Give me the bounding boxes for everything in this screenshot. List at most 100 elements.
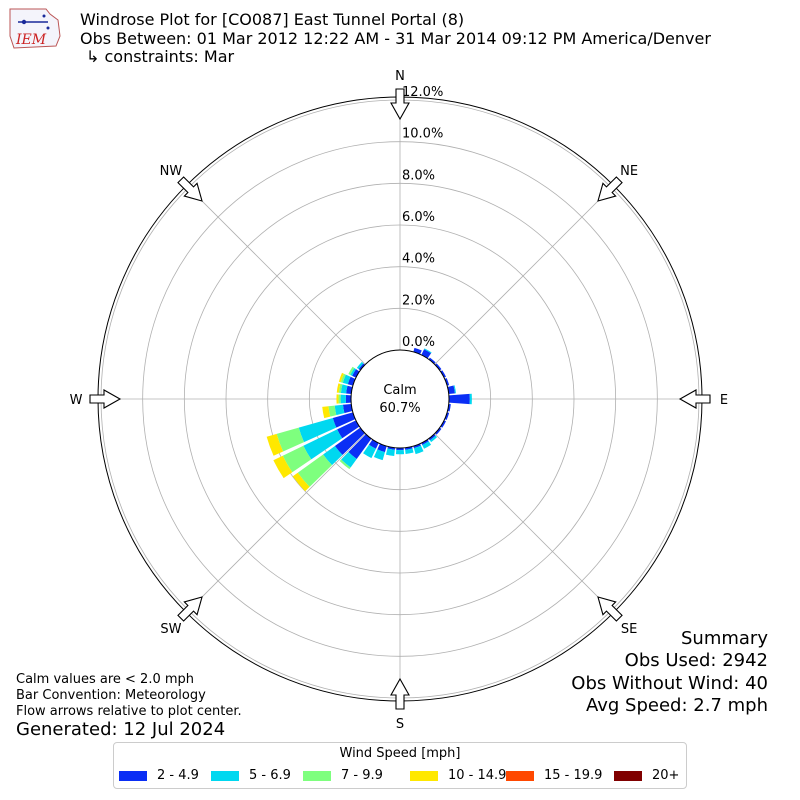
windrose-bar-segment xyxy=(421,439,429,445)
windrose-bar-segment xyxy=(373,449,385,461)
calm-percent: 60.7% xyxy=(379,401,420,416)
windrose-bar-segment xyxy=(413,347,422,355)
windrose-bar-segment xyxy=(338,394,341,404)
legend-swatch xyxy=(614,770,642,781)
radial-tick-label: 10.0% xyxy=(402,127,443,142)
windrose-bar-segment xyxy=(385,448,395,457)
calm-circle xyxy=(350,349,450,449)
calm-note: Calm values are < 2.0 mph xyxy=(16,672,195,687)
direction-label-nw: NW xyxy=(160,164,183,179)
legend-item: 15 - 19.9 xyxy=(506,768,602,783)
direction-label-ne: NE xyxy=(620,164,638,179)
windrose-bar-segment xyxy=(428,357,436,364)
windrose-bar-segment xyxy=(395,449,405,455)
windrose-bar-segment xyxy=(413,443,421,449)
windrose-bar-segment xyxy=(348,434,372,460)
windrose-bar-segment xyxy=(332,412,356,428)
windrose-bar-segment xyxy=(334,404,345,416)
windrose-bar-segment xyxy=(429,435,438,443)
windrose-bar-segment xyxy=(276,427,304,452)
windrose-bar-segment xyxy=(322,406,331,419)
summary-obs-used: Obs Used: 2942 xyxy=(624,650,768,671)
windrose-bar-segment xyxy=(345,395,352,403)
windrose-bar-segment xyxy=(356,361,364,370)
calm-label: Calm xyxy=(383,383,416,398)
direction-label-e: E xyxy=(720,393,728,408)
windrose-bar-segment xyxy=(340,384,348,394)
windrose-bar-segment xyxy=(342,403,353,414)
windrose-bar-segment xyxy=(346,385,353,395)
flow-arrows-note: Flow arrows relative to plot center. xyxy=(16,704,242,719)
radial-tick-label: 2.0% xyxy=(402,293,435,308)
flow-arrow-e xyxy=(678,389,711,409)
windrose-bar-segment xyxy=(435,363,442,371)
legend-item: 10 - 14.9 xyxy=(410,768,506,783)
wind-speed-legend: Wind Speed [mph] 2 - 4.9 5 - 6.9 7 - 9.9 10… xyxy=(113,742,687,789)
legend-label: 10 - 14.9 xyxy=(448,768,507,783)
windrose-bar-segment xyxy=(413,445,424,455)
windrose-bar-segment xyxy=(469,393,472,405)
windrose-bar-segment xyxy=(340,373,346,383)
legend-item: 20+ xyxy=(614,768,679,783)
windrose-bar-segment xyxy=(358,363,365,371)
windrose-bar-segment xyxy=(338,383,343,393)
windrose-bar-segment xyxy=(453,385,457,394)
windrose-bar-segment xyxy=(422,441,432,449)
legend-label: 5 - 6.9 xyxy=(249,768,291,783)
windrose-bar-segment xyxy=(444,412,450,420)
windrose-bar-segment xyxy=(340,394,346,404)
legend-swatch xyxy=(410,770,438,781)
windrose-bar-segment xyxy=(405,448,414,454)
direction-label-w: W xyxy=(70,393,83,408)
windrose-bar-segment xyxy=(282,445,312,473)
windrose-bar-segment xyxy=(348,366,355,375)
windrose-bar-segment xyxy=(336,394,339,404)
chart-constraints: ↳ constraints: Mar xyxy=(86,47,235,66)
direction-label-n: N xyxy=(395,69,405,84)
grid-spoke xyxy=(434,185,614,365)
windrose-bar-segment xyxy=(328,405,337,417)
summary-avg-speed: Avg Speed: 2.7 mph xyxy=(586,695,768,716)
windrose-bar-segment xyxy=(440,420,446,428)
direction-label-se: SE xyxy=(621,622,637,637)
radial-tick-label: 6.0% xyxy=(402,210,435,225)
svg-text:IEM: IEM xyxy=(15,32,47,48)
legend-item: 5 - 6.9 xyxy=(211,768,291,783)
flow-arrow-sw xyxy=(177,596,203,622)
windrose-bar-segment xyxy=(448,393,470,405)
legend-label: 15 - 19.9 xyxy=(544,768,603,783)
windrose-bar-segment xyxy=(350,367,357,376)
radial-tick-label: 12.0% xyxy=(402,85,443,100)
legend-label: 20+ xyxy=(652,768,680,783)
generated-date: Generated: 12 Jul 2024 xyxy=(16,719,226,740)
windrose-bar-segment xyxy=(298,418,337,443)
legend-label: 7 - 9.9 xyxy=(341,768,383,783)
grid-spoke xyxy=(186,185,366,365)
windrose-bar-segment xyxy=(440,370,446,378)
windrose-bar-segment xyxy=(363,444,376,459)
windrose-bar-segment xyxy=(323,445,343,466)
summary-heading: Summary xyxy=(681,628,768,649)
windrose-bar-segment xyxy=(352,369,360,378)
chart-date-range: Obs Between: 01 Mar 2012 12:22 AM - 31 M… xyxy=(80,29,711,48)
windrose-bar-segment xyxy=(421,349,432,359)
windrose-bar-segment xyxy=(447,385,455,395)
windrose-bar-segment xyxy=(292,472,310,492)
windrose-bar-segment xyxy=(339,459,351,470)
legend-swatch xyxy=(303,770,331,781)
summary-obs-without-wind: Obs Without Wind: 40 xyxy=(571,673,768,694)
legend-swatch xyxy=(119,770,147,781)
windrose-bar-segment xyxy=(334,427,365,455)
radial-tick-label: 8.0% xyxy=(402,168,435,183)
direction-label-sw: SW xyxy=(160,622,181,637)
windrose-bar-segment xyxy=(428,434,436,441)
flow-arrow-se xyxy=(597,596,623,622)
radial-tick-label: 4.0% xyxy=(402,252,435,267)
chart-title: Windrose Plot for [CO087] East Tunnel Po… xyxy=(80,10,465,29)
flow-arrow-n xyxy=(390,88,410,121)
flow-arrow-w xyxy=(89,389,122,409)
legend-item: 2 - 4.9 xyxy=(119,768,199,783)
windrose-bar-segment xyxy=(297,454,333,487)
legend-swatch xyxy=(506,770,534,781)
